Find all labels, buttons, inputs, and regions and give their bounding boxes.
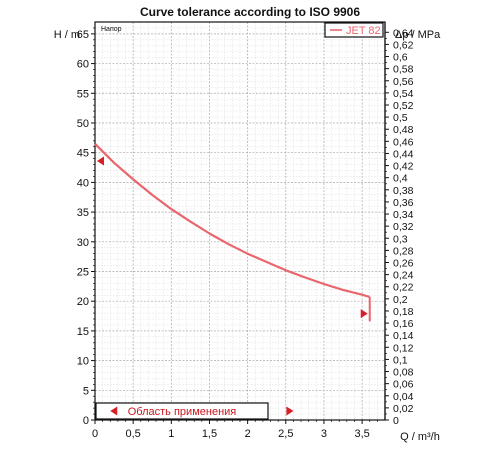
right-axis-ticks: 00,020,040,060,080,10,120,140,160,180,20… xyxy=(385,27,414,427)
y2-tick-label: 0,4 xyxy=(393,173,408,185)
y2-tick-label: 0,26 xyxy=(393,257,414,269)
y2-tick-label: 0,52 xyxy=(393,100,414,112)
y2-tick-label: 0,58 xyxy=(393,64,414,76)
x-tick-label: 3 xyxy=(321,428,327,440)
x-tick-label: 3,5 xyxy=(354,428,369,440)
y-tick-label: 55 xyxy=(77,88,89,100)
y2-tick-label: 0,04 xyxy=(393,391,414,403)
minor-grid xyxy=(95,22,385,420)
y2-tick-label: 0,16 xyxy=(393,318,414,330)
y2-tick-label: 0,44 xyxy=(393,148,414,160)
y-tick-label: 35 xyxy=(77,207,89,219)
left-axis-ticks: 0 5 10 15 20 25 30 35 40 45 50 55 60 65 xyxy=(77,27,95,427)
x-tick-label: 0,5 xyxy=(126,428,141,440)
y2-tick-label: 0,46 xyxy=(393,136,414,148)
application-range: Область применения xyxy=(95,402,269,420)
range-markers xyxy=(110,406,294,416)
y2-tick-label: 0,5 xyxy=(393,112,408,124)
y2-tick-label: 0,62 xyxy=(393,39,414,51)
y-tick-label: 20 xyxy=(77,296,89,308)
y2-tick-label: 0,06 xyxy=(393,379,414,391)
y2-tick-label: 0 xyxy=(393,415,399,427)
y2-tick-label: 0,34 xyxy=(393,209,414,221)
y2-tick-label: 0,12 xyxy=(393,342,414,354)
y2-tick-label: 0,36 xyxy=(393,197,414,209)
y-tick-label: 65 xyxy=(77,29,89,41)
y2-tick-label: 0,24 xyxy=(393,270,414,282)
legend: JET 82 xyxy=(324,22,384,38)
x-tick-label: 2,5 xyxy=(278,428,293,440)
y-tick-label: 50 xyxy=(77,118,89,130)
y2-tick-label: 0,38 xyxy=(393,185,414,197)
y-tick-label: 25 xyxy=(77,266,89,278)
series-layer xyxy=(94,143,371,322)
x-tick-label: 1,5 xyxy=(202,428,217,440)
y2-axis-label: Δp / MPa xyxy=(395,29,441,41)
y-tick-label: 5 xyxy=(83,385,89,397)
tolerance-marker xyxy=(97,156,104,166)
x-tick-label: 2 xyxy=(245,428,251,440)
series-line-jet-82 xyxy=(94,143,371,299)
chart-title: Curve tolerance according to ISO 9906 xyxy=(140,5,360,19)
y2-tick-label: 0,2 xyxy=(393,294,408,306)
y2-tick-label: 0,6 xyxy=(393,52,408,64)
legend-label: JET 82 xyxy=(346,25,381,37)
legend-box xyxy=(324,22,384,38)
tolerance-marker xyxy=(360,309,368,319)
application-range-box xyxy=(95,402,269,420)
y2-tick-label: 0,64 xyxy=(393,27,414,39)
range-end-marker xyxy=(286,406,294,416)
application-range-label: Область применения xyxy=(128,406,237,418)
y-tick-label: 0 xyxy=(83,415,89,427)
x-tick-label: 0 xyxy=(92,428,98,440)
chart-subtitle: Напор xyxy=(101,26,122,33)
y-tick-label: 40 xyxy=(77,177,89,189)
y2-tick-label: 0,14 xyxy=(393,330,414,342)
y2-tick-label: 0,08 xyxy=(393,367,414,379)
x-tick-label: 1 xyxy=(168,428,174,440)
x-axis-ticks: 0 0,5 1 1,5 2 2,5 3 3,5 xyxy=(92,420,378,440)
y2-tick-label: 0,3 xyxy=(393,233,408,245)
y2-tick-label: 0,56 xyxy=(393,76,414,88)
y-tick-label: 45 xyxy=(77,148,89,160)
y2-tick-label: 0,48 xyxy=(393,124,414,136)
y-tick-label: 30 xyxy=(77,237,89,249)
range-start-marker xyxy=(110,406,118,416)
y2-tick-label: 0,54 xyxy=(393,88,414,100)
y-tick-label: 15 xyxy=(77,326,89,338)
y2-tick-label: 0,28 xyxy=(393,245,414,257)
x-axis-label: Q / m³/h xyxy=(400,431,440,443)
y2-tick-label: 0,22 xyxy=(393,282,414,294)
major-grid xyxy=(95,22,385,420)
y2-tick-label: 0,42 xyxy=(393,161,414,173)
y-tick-label: 10 xyxy=(77,356,89,368)
y-axis-label: H / m xyxy=(54,29,80,41)
y2-tick-label: 0,1 xyxy=(393,354,408,366)
y-tick-label: 60 xyxy=(77,59,89,71)
y2-tick-label: 0,02 xyxy=(393,403,414,415)
y2-tick-label: 0,32 xyxy=(393,221,414,233)
y2-tick-label: 0,18 xyxy=(393,306,414,318)
